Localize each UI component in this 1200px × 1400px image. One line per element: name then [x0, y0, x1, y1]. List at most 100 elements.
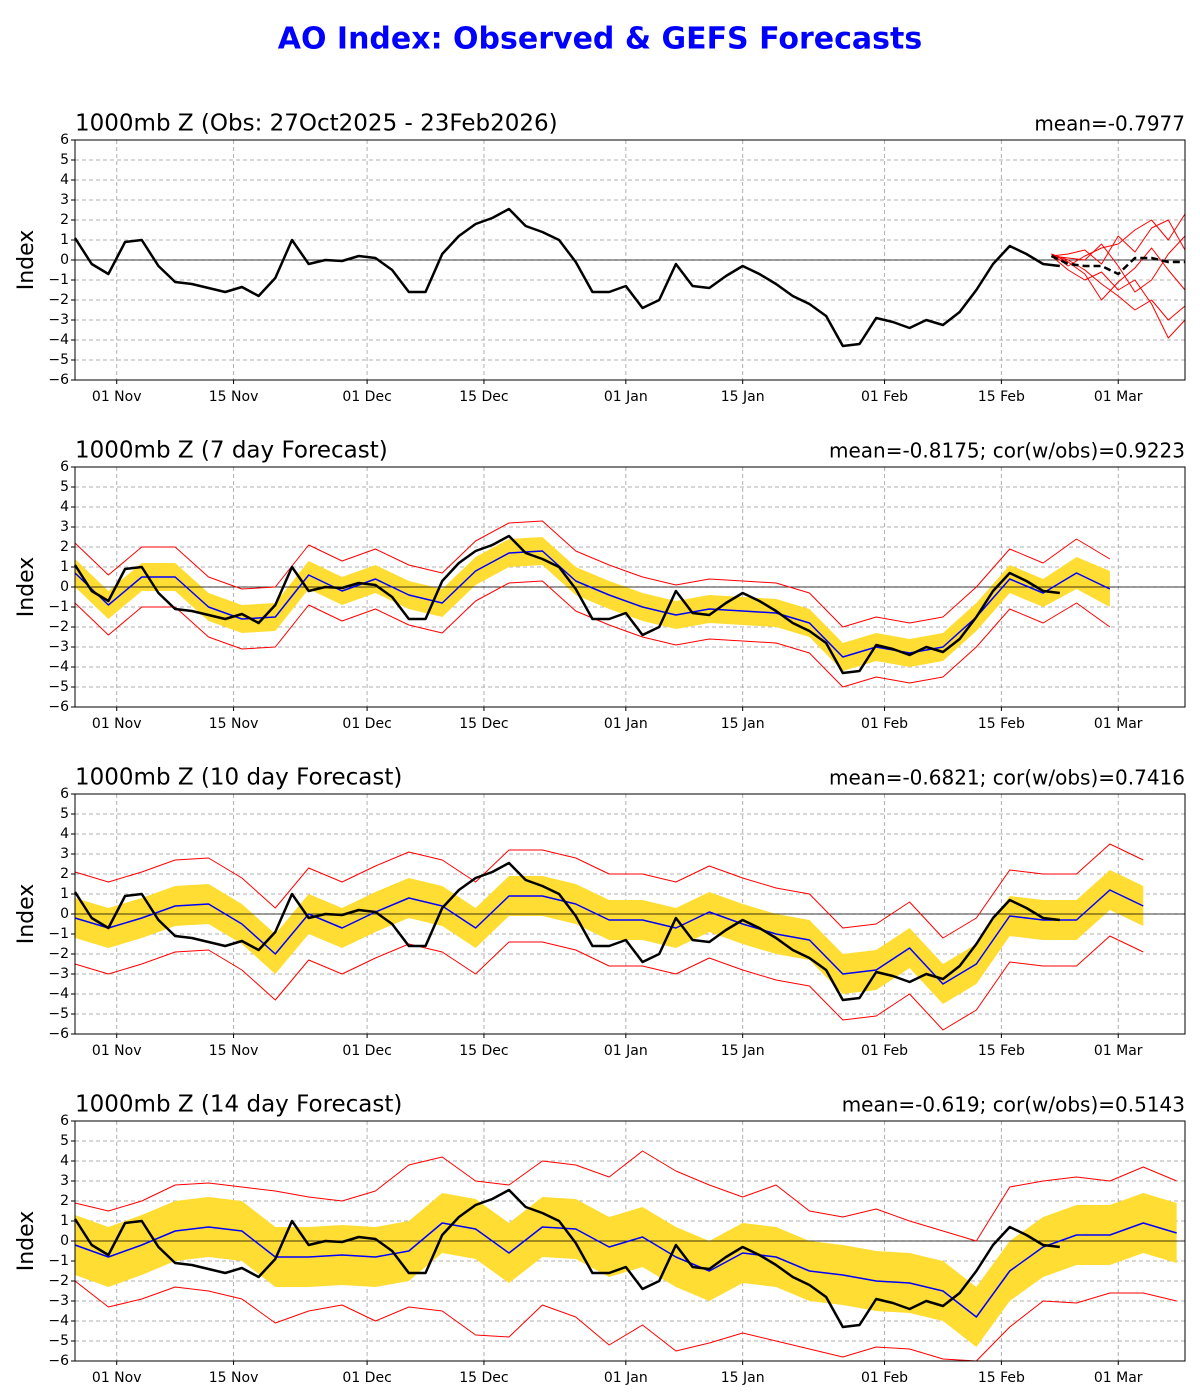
series-line [74, 550, 1111, 658]
y-tick-label: −6 [48, 1026, 69, 1042]
y-tick-label: 4 [60, 826, 69, 842]
y-tick-label: 4 [60, 172, 69, 188]
x-tick-label: 15 Dec [459, 1370, 508, 1386]
y-tick-label: −5 [48, 352, 69, 368]
x-tick-label: 15 Nov [209, 1043, 259, 1059]
x-tick-label: 01 Jan [604, 1043, 648, 1059]
y-tick-label: 0 [60, 579, 69, 595]
x-tick-label: 15 Nov [209, 716, 259, 732]
x-tick-label: 01 Nov [92, 1370, 142, 1386]
series-line [74, 935, 1144, 1031]
figure-title: AO Index: Observed & GEFS Forecasts [278, 22, 922, 57]
panel-title: 1000mb Z (10 day Forecast) [75, 765, 402, 791]
series-line [74, 1150, 1177, 1242]
y-tick-label: −2 [48, 946, 69, 962]
y-tick-label: −4 [48, 332, 69, 348]
y-tick-label: 5 [60, 806, 69, 822]
y-tick-label: 3 [60, 519, 69, 535]
y-tick-label: 6 [60, 1113, 69, 1129]
y-tick-label: −1 [48, 272, 69, 288]
spread-band [75, 1193, 1177, 1347]
plot-frame [74, 139, 1186, 381]
x-tick-label: 15 Dec [459, 716, 508, 732]
x-tick-label: 01 Dec [342, 1370, 391, 1386]
series-line [73, 861, 1060, 1002]
y-tick-label: −1 [48, 1253, 69, 1269]
series-line [74, 1280, 1177, 1362]
y-axis-label: Index [14, 1211, 39, 1272]
x-tick-label: 15 Jan [721, 389, 765, 405]
series-line [73, 1188, 1060, 1329]
y-tick-label: 1 [60, 1213, 69, 1229]
x-tick-label: 01 Dec [342, 389, 391, 405]
y-tick-label: 0 [60, 252, 69, 268]
y-tick-label: 6 [60, 786, 69, 802]
y-tick-label: 0 [60, 1233, 69, 1249]
y-tick-label: −6 [48, 1353, 69, 1369]
y-tick-label: −5 [48, 1006, 69, 1022]
series-line [1050, 254, 1185, 276]
y-tick-label: 1 [60, 559, 69, 575]
panel-stats: mean=-0.8175; cor(w/obs)=0.9223 [829, 439, 1185, 463]
x-tick-label: 15 Feb [978, 1370, 1025, 1386]
x-tick-label: 01 Nov [92, 716, 142, 732]
x-tick-label: 15 Dec [459, 1043, 508, 1059]
y-tick-label: 2 [60, 866, 69, 882]
x-tick-label: 15 Feb [978, 716, 1025, 732]
y-tick-label: −4 [48, 659, 69, 675]
x-tick-label: 01 Dec [342, 1043, 391, 1059]
x-tick-label: 01 Feb [861, 1370, 908, 1386]
panel-title: 1000mb Z (7 day Forecast) [75, 438, 388, 464]
series-line [74, 520, 1111, 628]
y-tick-label: 4 [60, 1153, 69, 1169]
series-line [74, 843, 1144, 939]
y-tick-label: 1 [60, 886, 69, 902]
series-line [1051, 235, 1186, 293]
y-tick-label: −1 [48, 926, 69, 942]
x-tick-label: 01 Feb [861, 1043, 908, 1059]
series-line [73, 207, 1060, 348]
series-line [1051, 255, 1186, 339]
panel-stats: mean=-0.6821; cor(w/obs)=0.7416 [829, 766, 1185, 790]
series-line [1051, 219, 1186, 265]
x-tick-label: 01 Jan [604, 716, 648, 732]
series-line [1051, 253, 1186, 321]
x-tick-label: 01 Mar [1094, 1370, 1143, 1386]
y-tick-label: 0 [60, 906, 69, 922]
y-tick-label: 3 [60, 1173, 69, 1189]
spread-band [75, 537, 1110, 671]
x-tick-label: 01 Mar [1094, 716, 1143, 732]
plot-frame [74, 1120, 1186, 1362]
series-line [74, 1222, 1177, 1318]
x-tick-label: 15 Feb [978, 1043, 1025, 1059]
series-line [73, 534, 1060, 675]
y-tick-label: 5 [60, 479, 69, 495]
y-tick-label: −3 [48, 966, 69, 982]
x-tick-label: 15 Nov [209, 1370, 259, 1386]
plot-frame [74, 466, 1186, 708]
x-tick-label: 01 Nov [92, 1043, 142, 1059]
y-tick-label: 5 [60, 152, 69, 168]
y-tick-label: −4 [48, 1313, 69, 1329]
panel-title: 1000mb Z (Obs: 27Oct2025 - 23Feb2026) [75, 111, 558, 137]
y-axis-label: Index [14, 557, 39, 618]
x-tick-label: 01 Dec [342, 716, 391, 732]
y-tick-label: 2 [60, 1193, 69, 1209]
y-axis-label: Index [14, 230, 39, 291]
series-line [1051, 213, 1186, 267]
y-tick-label: −6 [48, 372, 69, 388]
panel-title: 1000mb Z (14 day Forecast) [75, 1092, 402, 1118]
y-tick-label: 6 [60, 459, 69, 475]
y-tick-label: −4 [48, 986, 69, 1002]
x-tick-label: 01 Feb [861, 389, 908, 405]
y-axis-label: Index [14, 884, 39, 945]
y-tick-label: −3 [48, 312, 69, 328]
y-tick-label: 5 [60, 1133, 69, 1149]
plot-frame [74, 793, 1186, 1035]
y-tick-label: 3 [60, 192, 69, 208]
y-tick-label: −1 [48, 599, 69, 615]
x-tick-label: 01 Mar [1094, 1043, 1143, 1059]
series-line [74, 889, 1144, 985]
